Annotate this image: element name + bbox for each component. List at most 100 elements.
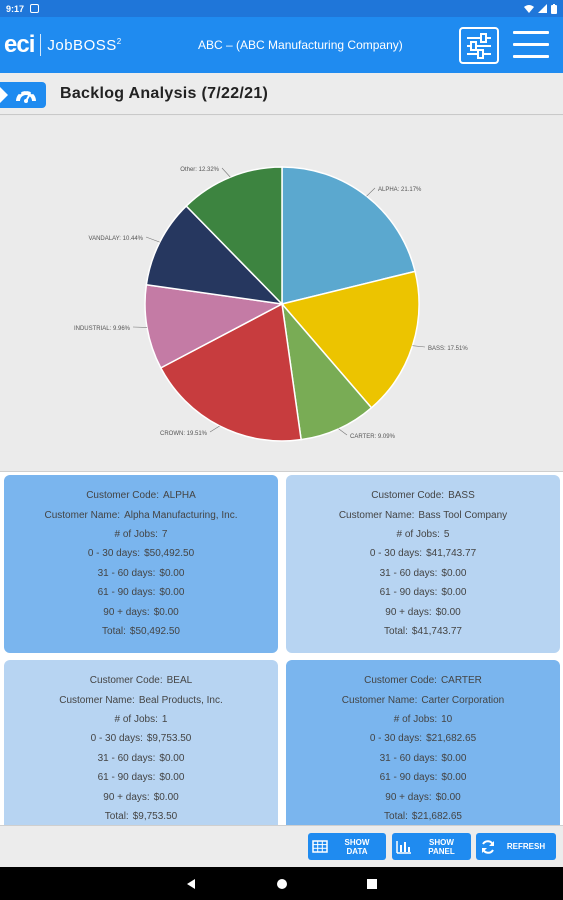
recents-icon[interactable] [366,878,378,890]
hamburger-menu-button[interactable] [513,31,549,59]
card-row-0-30: 0 - 30 days: $9,753.50 [4,729,278,748]
card-field-label: 90 + days: [385,791,432,803]
show-panel-button[interactable]: SHOW PANEL [392,833,471,860]
card-row-jobs: # of Jobs: 7 [4,525,278,544]
card-row-31-60: 31 - 60 days: $0.00 [286,564,560,583]
card-row-total: Total: $9,753.50 [4,807,278,825]
card-field-value: 5 [443,528,450,540]
card-row-61-90: 61 - 90 days: $0.00 [286,583,560,602]
battery-icon [551,3,557,14]
pie-slice[interactable] [280,270,420,409]
card-field-label: 90 + days: [103,791,150,803]
card-field-value: $0.00 [441,587,467,599]
card-row-name: Customer Name: Bass Tool Company [286,505,560,524]
pie-label-leader [412,345,426,348]
card-field-value: $0.00 [441,752,467,764]
card-row-jobs: # of Jobs: 10 [286,710,560,729]
card-field-label: Customer Name: [59,694,135,706]
home-icon[interactable] [276,878,288,890]
status-bar: 9:17 [0,0,563,17]
pie-slice[interactable] [280,301,373,441]
card-field-value: Bass Tool Company [418,509,508,521]
pie-label-leader [145,236,160,243]
card-field-value: $0.00 [435,791,461,803]
card-row-90-plus: 90 + days: $0.00 [4,602,278,621]
card-field-value: $0.00 [159,772,185,784]
signal-icon [538,4,547,13]
card-field-value: $0.00 [159,752,185,764]
logo-product: JobBOSS2 [47,36,122,54]
show-data-button[interactable]: SHOW DATA [308,833,386,860]
show-panel-label-1: SHOW [429,837,454,847]
card-field-value: Beal Products, Inc. [138,694,223,706]
card-field-value: Alpha Manufacturing, Inc. [124,509,238,521]
card-field-label: 61 - 90 days: [97,587,156,599]
card-field-label: 31 - 60 days: [379,567,438,579]
card-field-label: 0 - 30 days: [369,733,423,745]
dashboard-nav-toggle[interactable] [0,82,46,108]
pie-slice[interactable] [144,283,285,369]
card-field-label: 90 + days: [385,606,432,618]
back-icon[interactable] [185,878,197,890]
card-field-value: $9,753.50 [132,810,178,822]
show-data-label-2: DATA [346,846,368,856]
card-field-value: $0.00 [159,587,185,599]
customer-card-beal[interactable]: Customer Code: BEAL Customer Name: Beal Pro… [4,660,278,825]
refresh-label: REFRESH [506,842,546,851]
card-row-jobs: # of Jobs: 5 [286,525,560,544]
pie-slice[interactable] [281,166,416,305]
pie-slice[interactable] [145,204,285,306]
page-title: Backlog Analysis (7/22/21) [60,85,269,102]
pie-label-leader [366,187,376,197]
card-field-value: CARTER [440,675,482,687]
card-row-code: Customer Code: BASS [286,486,560,505]
card-field-label: Customer Name: [44,509,121,521]
card-field-label: 31 - 60 days: [97,752,156,764]
card-field-value: $21,682.65 [426,733,477,745]
customer-card-bass[interactable]: Customer Code: BASS Customer Name: Bass Too… [286,475,560,653]
card-field-label: 0 - 30 days: [369,548,423,560]
card-field-label: Customer Code: [364,675,437,687]
bar-chart-icon [396,840,411,854]
sliders-icon [467,33,491,59]
card-field-label: Total: [102,625,126,637]
pie-slice-label: INDUSTRIAL: 9.96% [74,326,131,332]
card-field-value: $50,492.50 [129,625,180,637]
card-field-label: Customer Code: [86,490,159,502]
table-icon [312,840,328,853]
pie-slice[interactable] [185,166,283,306]
customer-cards: Customer Code: ALPHA Customer Name: Alpha M… [0,472,563,825]
card-field-label: Customer Name: [338,509,415,521]
card-row-90-plus: 90 + days: $0.00 [4,787,278,806]
card-row-0-30: 0 - 30 days: $41,743.77 [286,544,560,563]
show-panel-label-2: PANEL [428,846,455,856]
card-row-0-30: 0 - 30 days: $21,682.65 [286,729,560,748]
card-field-value: BEAL [166,675,193,687]
customer-card-alpha[interactable]: Customer Code: ALPHA Customer Name: Alpha M… [4,475,278,653]
pie-slice-label: ALPHA: 21.17% [378,187,422,193]
pie-label-leader [338,428,348,436]
refresh-button[interactable]: REFRESH [476,833,556,860]
pie-label-leader [221,167,231,178]
card-field-value: 7 [161,528,168,540]
card-field-label: Customer Code: [371,490,445,502]
card-row-code: Customer Code: ALPHA [4,486,278,505]
card-field-value: $50,492.50 [144,548,195,560]
card-row-61-90: 61 - 90 days: $0.00 [286,768,560,787]
system-nav-bar [0,867,563,900]
filter-settings-button[interactable] [459,27,499,64]
card-field-label: # of Jobs: [393,713,438,725]
card-field-value: ALPHA [163,490,196,502]
card-row-total: Total: $50,492.50 [4,622,278,641]
card-field-value: $41,743.77 [411,625,462,637]
card-field-value: 1 [161,713,168,725]
card-field-value: $0.00 [153,791,179,803]
pie-slice-label: CARTER: 9.09% [350,434,396,440]
show-data-label-1: SHOW [344,837,370,847]
customer-card-carter[interactable]: Customer Code: CARTER Customer Name: Carter… [286,660,560,825]
dashboard-gauge-icon [16,88,36,103]
card-row-name: Customer Name: Beal Products, Inc. [4,690,278,709]
card-field-label: # of Jobs: [114,713,158,725]
card-field-value: $0.00 [441,772,467,784]
card-field-value: BASS [448,490,475,502]
